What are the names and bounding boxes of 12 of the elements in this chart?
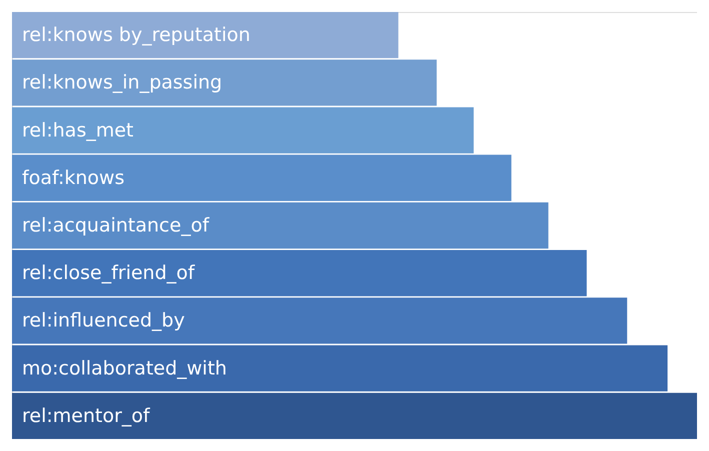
y-tick-label: foaf:knows bbox=[22, 166, 124, 189]
y-tick-label: rel:acquaintance_of bbox=[22, 214, 210, 236]
bar bbox=[12, 12, 398, 58]
bar bbox=[12, 392, 697, 439]
y-tick-label: rel:has_met bbox=[22, 119, 134, 142]
y-tick-label: rel:influenced_by bbox=[22, 310, 185, 332]
y-tick-label: rel:knows by_reputation bbox=[22, 24, 250, 46]
y-tick-label: rel:mentor_of bbox=[22, 404, 152, 427]
y-tick-label: mo:collaborated_with bbox=[22, 357, 227, 380]
bar bbox=[12, 345, 668, 392]
y-tick-label: rel:knows_in_passing bbox=[22, 72, 222, 94]
y-tick-label: rel:close_friend_of bbox=[22, 262, 196, 284]
